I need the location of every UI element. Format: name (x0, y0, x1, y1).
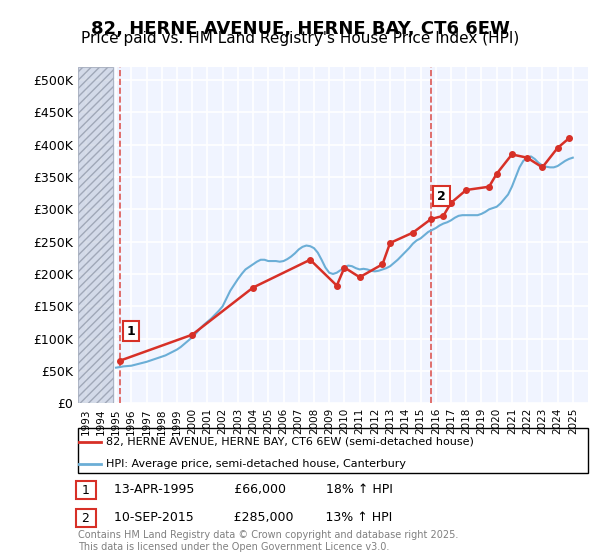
Text: 1: 1 (127, 325, 135, 338)
Text: Price paid vs. HM Land Registry's House Price Index (HPI): Price paid vs. HM Land Registry's House … (81, 31, 519, 46)
Bar (78, 67, 113, 403)
Text: 2: 2 (437, 190, 446, 203)
Text: 13-APR-1995          £66,000          18% ↑ HPI: 13-APR-1995 £66,000 18% ↑ HPI (114, 483, 393, 497)
Bar (78, 67, 113, 403)
Text: 2: 2 (78, 511, 94, 525)
Text: 1: 1 (78, 483, 94, 497)
Text: 82, HERNE AVENUE, HERNE BAY, CT6 6EW: 82, HERNE AVENUE, HERNE BAY, CT6 6EW (91, 20, 509, 38)
Text: 82, HERNE AVENUE, HERNE BAY, CT6 6EW (semi-detached house): 82, HERNE AVENUE, HERNE BAY, CT6 6EW (se… (106, 437, 474, 447)
Text: HPI: Average price, semi-detached house, Canterbury: HPI: Average price, semi-detached house,… (106, 459, 406, 469)
Text: 10-SEP-2015          £285,000        13% ↑ HPI: 10-SEP-2015 £285,000 13% ↑ HPI (114, 511, 392, 525)
Text: Contains HM Land Registry data © Crown copyright and database right 2025.
This d: Contains HM Land Registry data © Crown c… (78, 530, 458, 552)
